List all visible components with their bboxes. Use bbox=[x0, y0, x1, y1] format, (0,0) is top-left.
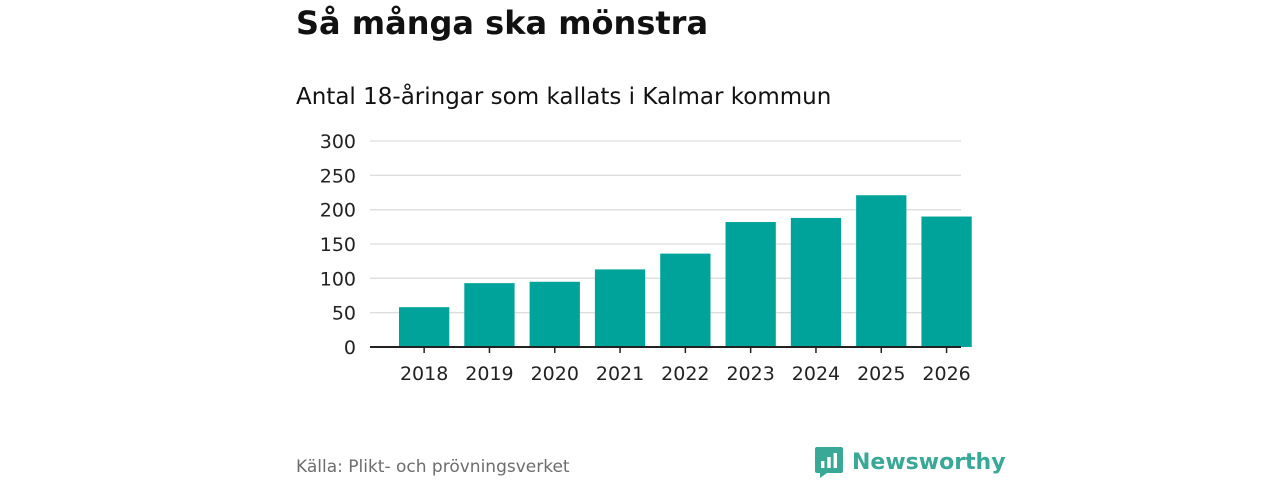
brand-name: Newsworthy bbox=[852, 449, 1006, 475]
x-tick-label: 2021 bbox=[596, 363, 644, 385]
bar-2020 bbox=[529, 281, 580, 347]
bar-2022 bbox=[660, 253, 711, 347]
y-tick-label: 200 bbox=[320, 200, 356, 222]
y-tick-label: 150 bbox=[320, 234, 356, 256]
x-tick-label: 2020 bbox=[531, 363, 579, 385]
bar-2021 bbox=[594, 269, 646, 347]
bar-2023 bbox=[725, 222, 776, 347]
bars bbox=[399, 195, 972, 347]
y-tick-label: 50 bbox=[332, 303, 356, 325]
bar-chart: 0 50 100 150 200 250 300 2018 2019 2020 2021 2022 20… bbox=[320, 131, 972, 385]
source-note: Källa: Plikt- och prövningsverket bbox=[296, 457, 570, 477]
y-tick-label: 0 bbox=[344, 337, 356, 359]
bar-2019 bbox=[464, 283, 515, 347]
chart-title: Så många ska mönstra bbox=[296, 4, 709, 42]
x-tick-label: 2018 bbox=[400, 363, 448, 385]
newsworthy-logo: Newsworthy bbox=[814, 446, 1006, 478]
bar-2024 bbox=[790, 217, 842, 347]
tick-labels: 0 50 100 150 200 250 300 2018 2019 2020 2021 2022 20… bbox=[320, 131, 971, 385]
bar-2025 bbox=[856, 195, 907, 347]
bar-2026 bbox=[921, 216, 972, 347]
bar-2018 bbox=[399, 307, 450, 347]
x-tick-label: 2023 bbox=[726, 363, 774, 385]
newsworthy-logo-icon bbox=[815, 447, 843, 478]
x-tick-label: 2024 bbox=[792, 363, 840, 385]
x-tick-label: 2022 bbox=[661, 363, 709, 385]
y-tick-label: 250 bbox=[320, 165, 356, 187]
x-axis bbox=[370, 346, 961, 353]
chart-subtitle: Antal 18-åringar som kallats i Kalmar ko… bbox=[296, 84, 832, 110]
x-tick-label: 2025 bbox=[857, 363, 905, 385]
y-tick-label: 100 bbox=[320, 268, 356, 290]
y-tick-label: 300 bbox=[320, 131, 356, 153]
x-tick-label: 2019 bbox=[465, 363, 513, 385]
x-tick-label: 2026 bbox=[922, 363, 970, 385]
